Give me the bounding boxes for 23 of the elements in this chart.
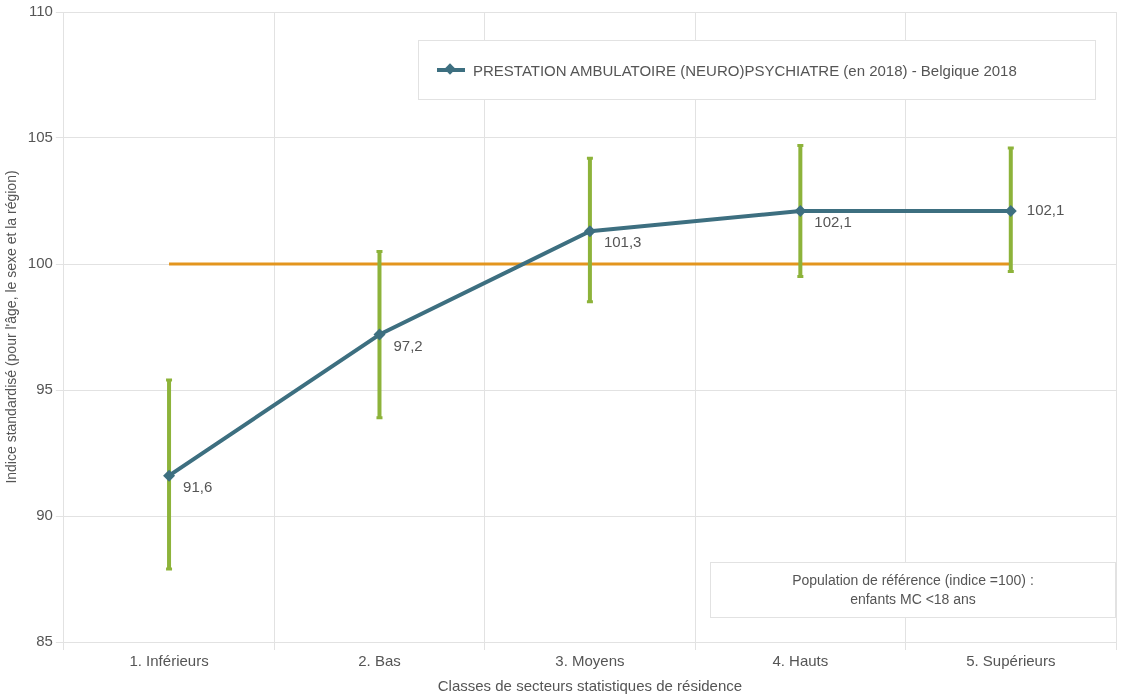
x-tick-label: 1. Inférieurs (129, 652, 209, 670)
legend-label: PRESTATION AMBULATOIRE (NEURO)PSYCHIATRE (en 2018) - Belgique 2018 (473, 61, 1017, 79)
data-label: 91,6 (183, 477, 213, 495)
point (583, 225, 596, 238)
y-tick-label: 90 (36, 506, 53, 524)
point (163, 469, 176, 482)
y-tick-label: 100 (27, 254, 53, 272)
point (373, 328, 386, 341)
x-tick-label: 2. Bas (358, 652, 401, 670)
data-label: 102,1 (1026, 201, 1065, 219)
note-box: Population de référence (indice =100) : enfants MC <18 ans (710, 562, 1116, 618)
x-tick-label: 5. Supérieurs (966, 652, 1056, 670)
x-tick-label: 4. Hauts (772, 652, 829, 670)
y-tick-label: 95 (36, 380, 53, 398)
x-tick-label: 3. Moyens (555, 652, 625, 670)
data-label: 102,1 (814, 213, 852, 231)
y-tick-label: 110 (28, 2, 53, 20)
data-label: 97,2 (393, 336, 423, 354)
y-axis-title: Indice standardisé (pour l'âge, le sexe et la région) (3, 170, 20, 484)
x-axis-title: Classes de secteurs statistiques de résidence (437, 677, 743, 695)
data-label: 101,3 (603, 233, 642, 251)
y-tick-label: 105 (27, 128, 53, 146)
y-tick-label: 85 (36, 632, 53, 650)
